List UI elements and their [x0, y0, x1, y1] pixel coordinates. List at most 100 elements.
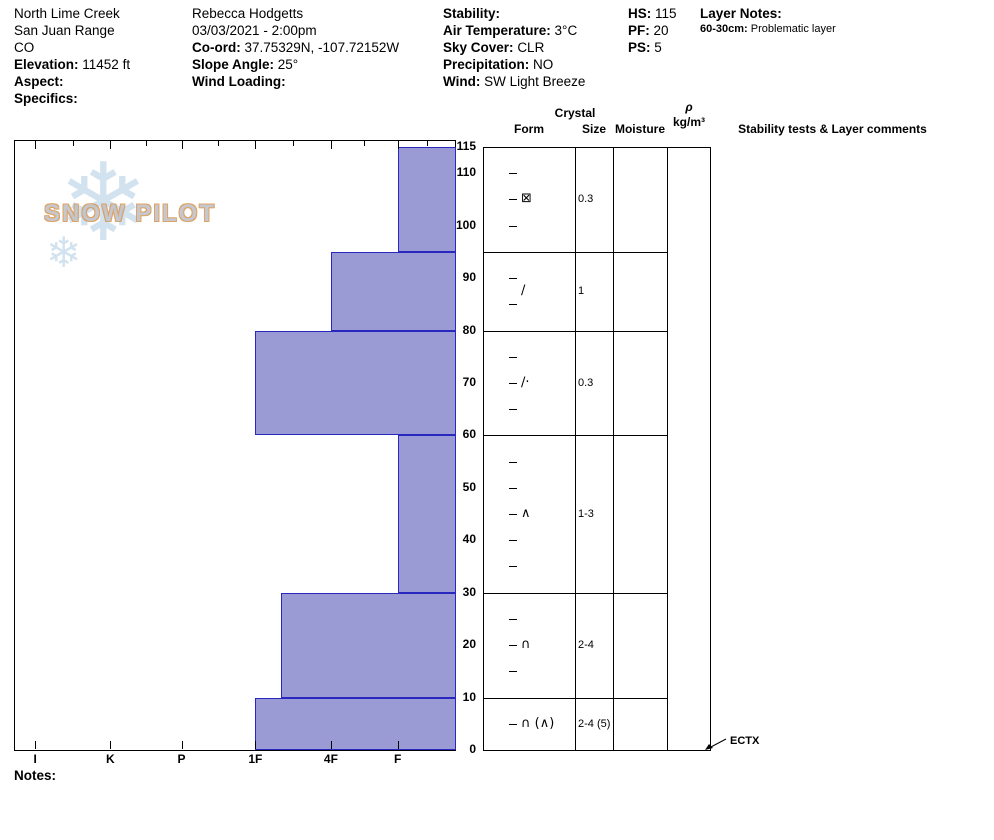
layer-boundary-line [483, 251, 668, 253]
depth-minor-tick [509, 173, 517, 175]
header-totals-block: HS: 115 PF: 20 PS: 5 [628, 5, 677, 56]
depth-tick-label: 80 [462, 322, 476, 337]
header-observer-block: Rebecca Hodgetts 03/03/2021 - 2:00pm Co-… [192, 5, 399, 90]
site-specifics: Specifics: [14, 90, 130, 107]
depth-tick-label: 70 [462, 374, 476, 389]
axis-tick-bottom [330, 741, 332, 749]
hardness-bar-layer-30-10 [280, 592, 456, 698]
axis-tick-top [330, 141, 332, 149]
coordinates: Co-ord: 37.75329N, -107.72152W [192, 39, 399, 56]
depth-tick-label: 90 [462, 270, 476, 285]
axis-tick-top [35, 141, 37, 149]
sky-cover-value: CLR [517, 40, 545, 55]
table-column-line [710, 147, 711, 750]
axis-tick-bottom [110, 741, 112, 749]
stability-test-annotation: ECTX [704, 734, 759, 751]
sky-cover: Sky Cover: CLR [443, 39, 585, 56]
air-temperature: Air Temperature: 3°C [443, 22, 585, 39]
axis-tick-bottom [255, 741, 257, 749]
air-temp-value: 3°C [554, 23, 578, 38]
table-column-line [613, 147, 614, 750]
crystal-form-symbol: ∩ [521, 637, 531, 653]
site-name: North Lime Creek [14, 6, 120, 21]
depth-minor-tick [509, 356, 517, 358]
depth-tick-label: 110 [456, 165, 476, 180]
notes-label: Notes: [14, 768, 57, 783]
table-header-moisture: Moisture [614, 122, 665, 136]
crystal-size-value: 0.3 [578, 376, 594, 389]
ps-label: PS: [628, 40, 651, 55]
hardness-bar-layer-115-95 [397, 147, 456, 252]
axis-tick-top [397, 141, 399, 149]
wind: Wind: SW Light Breeze [443, 73, 585, 90]
hardness-axis-label: 4F [323, 752, 338, 766]
axis-tick-bottom [397, 741, 399, 749]
crystal-size-value: 2-4 (5) [578, 717, 611, 730]
layer-boundary-line [483, 592, 668, 594]
wind-loading-label: Wind Loading: [192, 74, 286, 89]
table-header-crystal: Crystal [554, 106, 596, 120]
site-elevation: Elevation: 11452 ft [14, 56, 130, 73]
hardness-axis-label: F [393, 752, 402, 766]
hardness-axis-label: 1F [248, 752, 263, 766]
total-pf: PF: 20 [628, 22, 677, 39]
total-ps: PS: 5 [628, 39, 677, 56]
crystal-form-symbol: ∕ [521, 283, 526, 299]
layer-notes-title: Layer Notes: [700, 6, 782, 21]
axis-tick-top [255, 141, 257, 149]
stability: Stability: [443, 5, 585, 22]
depth-minor-tick [509, 304, 517, 306]
site-state: CO [14, 40, 35, 55]
axis-tick-bottom [181, 741, 183, 749]
specifics-label: Specifics: [14, 91, 78, 106]
header-layer-notes-block: Layer Notes: 60-30cm: Problematic layer [700, 5, 836, 37]
depth-minor-tick [509, 566, 517, 568]
crystal-form-symbol: ∧ [521, 506, 531, 522]
layer-note-range: 60-30cm: [700, 23, 748, 35]
stability-label: Stability: [443, 6, 501, 21]
aspect-label: Aspect: [14, 74, 64, 89]
observation-datetime: 03/03/2021 - 2:00pm [192, 23, 317, 38]
crystal-form-symbol: ∩ (∧) [521, 715, 555, 731]
ectx-arrow-icon [705, 738, 727, 750]
depth-minor-tick [509, 278, 517, 280]
ps-value: 5 [654, 40, 662, 55]
hardness-bar-layer-10-0 [255, 697, 456, 750]
wind-label: Wind: [443, 74, 481, 89]
snowpilot-logo-text: SNOW PILOT [44, 200, 216, 227]
hardness-axis-label: I [33, 752, 37, 766]
wind-value: SW Light Breeze [484, 74, 586, 89]
coord-label: Co-ord: [192, 40, 241, 55]
crystal-size-value: 0.3 [578, 193, 594, 206]
depth-tick-label: 50 [462, 479, 476, 494]
crystal-size-value: 1 [578, 285, 585, 298]
hs-value: 115 [655, 6, 677, 21]
slope-angle: Slope Angle: 25° [192, 56, 399, 73]
table-header-form: Form [514, 122, 544, 136]
precipitation: Precipitation: NO [443, 56, 585, 73]
slope-angle-value: 25° [277, 57, 299, 72]
axis-minor-tick [293, 141, 295, 146]
axis-tick-top [110, 141, 112, 149]
layer-boundary-line [483, 330, 668, 332]
axis-minor-tick [218, 141, 220, 146]
depth-minor-tick [509, 382, 517, 384]
depth-minor-tick [509, 409, 517, 411]
depth-minor-tick [509, 723, 517, 725]
header-conditions-block: Stability: Air Temperature: 3°C Sky Cove… [443, 5, 585, 90]
depth-tick-label: 0 [469, 742, 476, 756]
table-header-size: Size [581, 122, 606, 136]
hardness-axis-label: P [177, 752, 186, 766]
layer-note: 60-30cm: Problematic layer [700, 22, 836, 37]
elevation-value: 11452 ft [82, 57, 131, 72]
pf-value: 20 [653, 23, 669, 38]
hardness-bar-layer-80-60 [255, 330, 456, 436]
elevation-label: Elevation: [14, 57, 79, 72]
precipitation-value: NO [533, 57, 554, 72]
layer-boundary-line [483, 147, 711, 148]
crystal-form-symbol: ⊠ [521, 191, 532, 207]
table-header-density-units: kg/m³ [672, 115, 705, 129]
site-aspect: Aspect: [14, 73, 130, 90]
layer-boundary-line [483, 697, 668, 699]
